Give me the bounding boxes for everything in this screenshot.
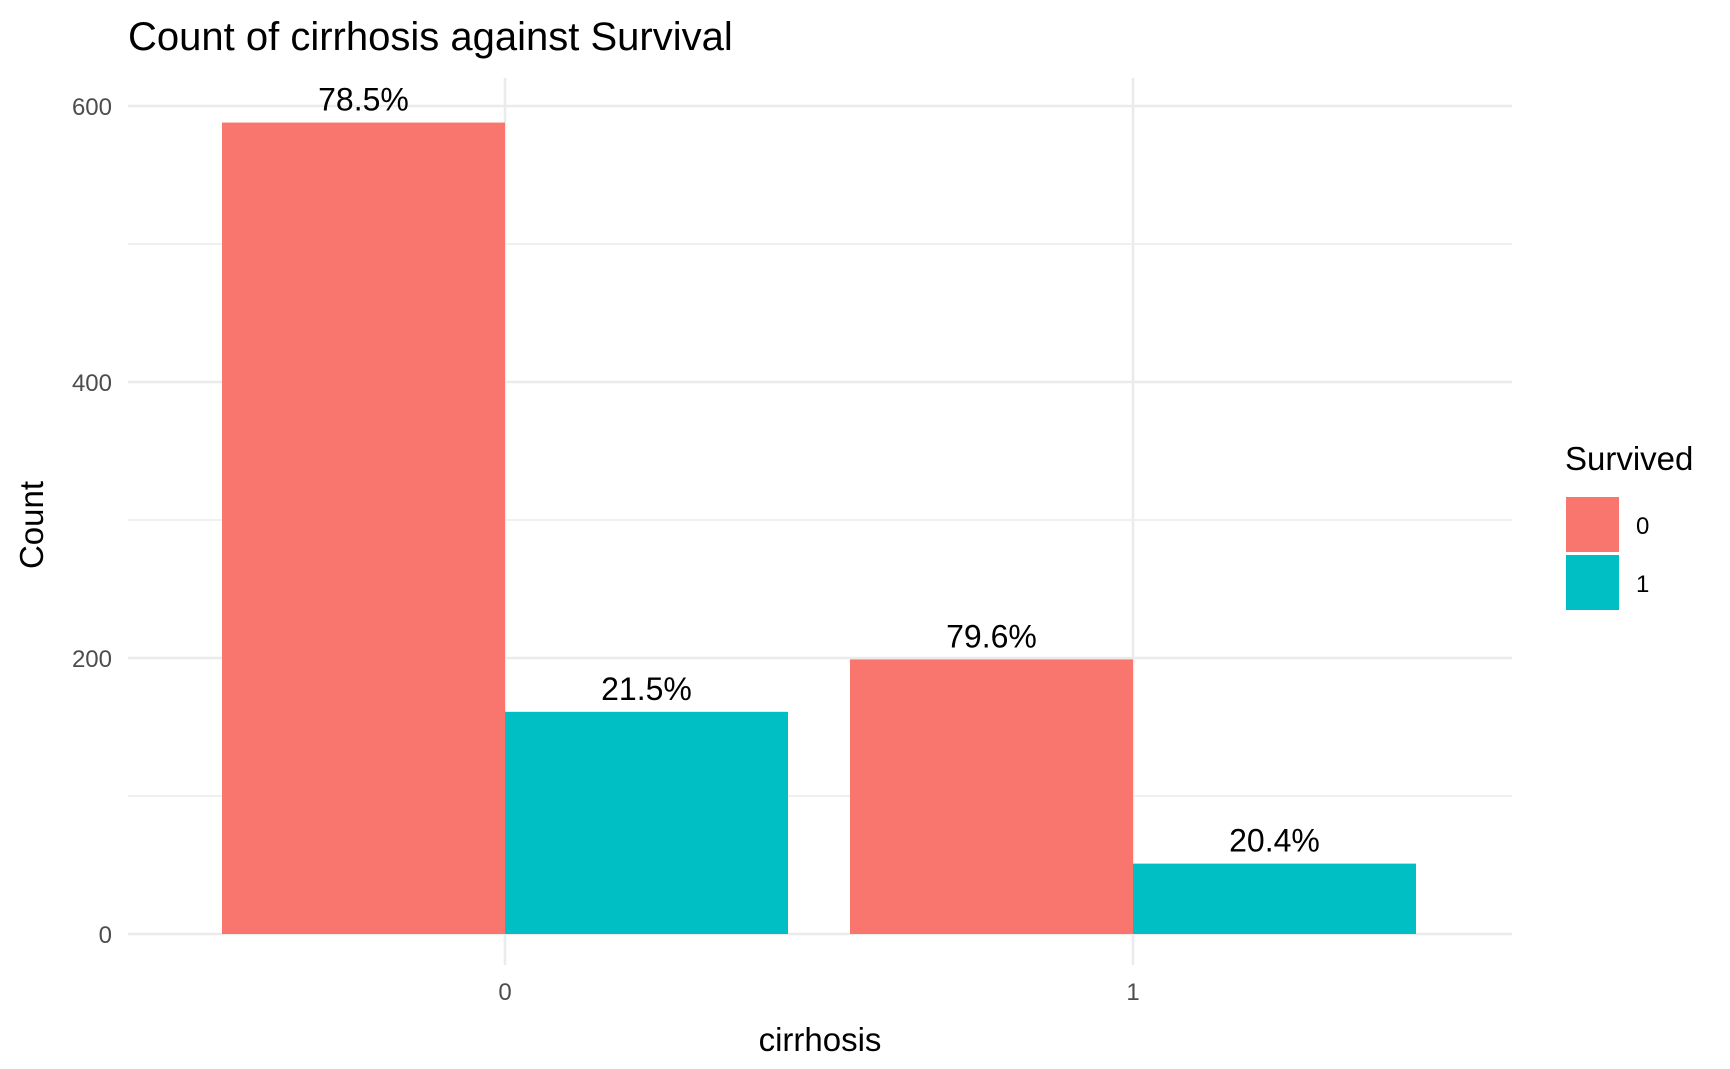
legend-key-swatch bbox=[1566, 497, 1619, 552]
y-axis-title: Count bbox=[13, 481, 50, 569]
legend-key-label: 0 bbox=[1636, 513, 1649, 540]
bar-cirrhosis-1-survived-1 bbox=[1133, 863, 1416, 934]
legend: Survived 0 1 bbox=[1565, 440, 1693, 610]
y-tick-label: 200 bbox=[72, 646, 112, 673]
chart-title: Count of cirrhosis against Survival bbox=[128, 15, 733, 59]
x-tick-label: 1 bbox=[1126, 979, 1139, 1006]
x-axis-title: cirrhosis bbox=[759, 1021, 882, 1058]
bar-cirrhosis-1-survived-0 bbox=[850, 659, 1133, 934]
legend-title: Survived bbox=[1565, 440, 1693, 477]
x-tick-label: 0 bbox=[498, 979, 511, 1006]
bar-cirrhosis-0-survived-0 bbox=[222, 122, 505, 934]
y-axis-tick-labels: 0 200 400 600 bbox=[72, 94, 112, 949]
legend-key-label: 1 bbox=[1636, 571, 1649, 598]
bar-labels: 78.5% 21.5% 79.6% 20.4% bbox=[318, 82, 1320, 859]
y-tick-label: 0 bbox=[99, 922, 112, 949]
bar-data-label: 78.5% bbox=[318, 82, 409, 118]
bar-data-label: 79.6% bbox=[946, 618, 1037, 654]
bars bbox=[222, 122, 1416, 934]
bar-cirrhosis-0-survived-1 bbox=[505, 711, 788, 934]
bar-data-label: 20.4% bbox=[1229, 823, 1320, 859]
bar-data-label: 21.5% bbox=[601, 671, 692, 707]
y-tick-label: 600 bbox=[72, 94, 112, 121]
legend-key-swatch bbox=[1566, 555, 1619, 610]
y-tick-label: 400 bbox=[72, 370, 112, 397]
